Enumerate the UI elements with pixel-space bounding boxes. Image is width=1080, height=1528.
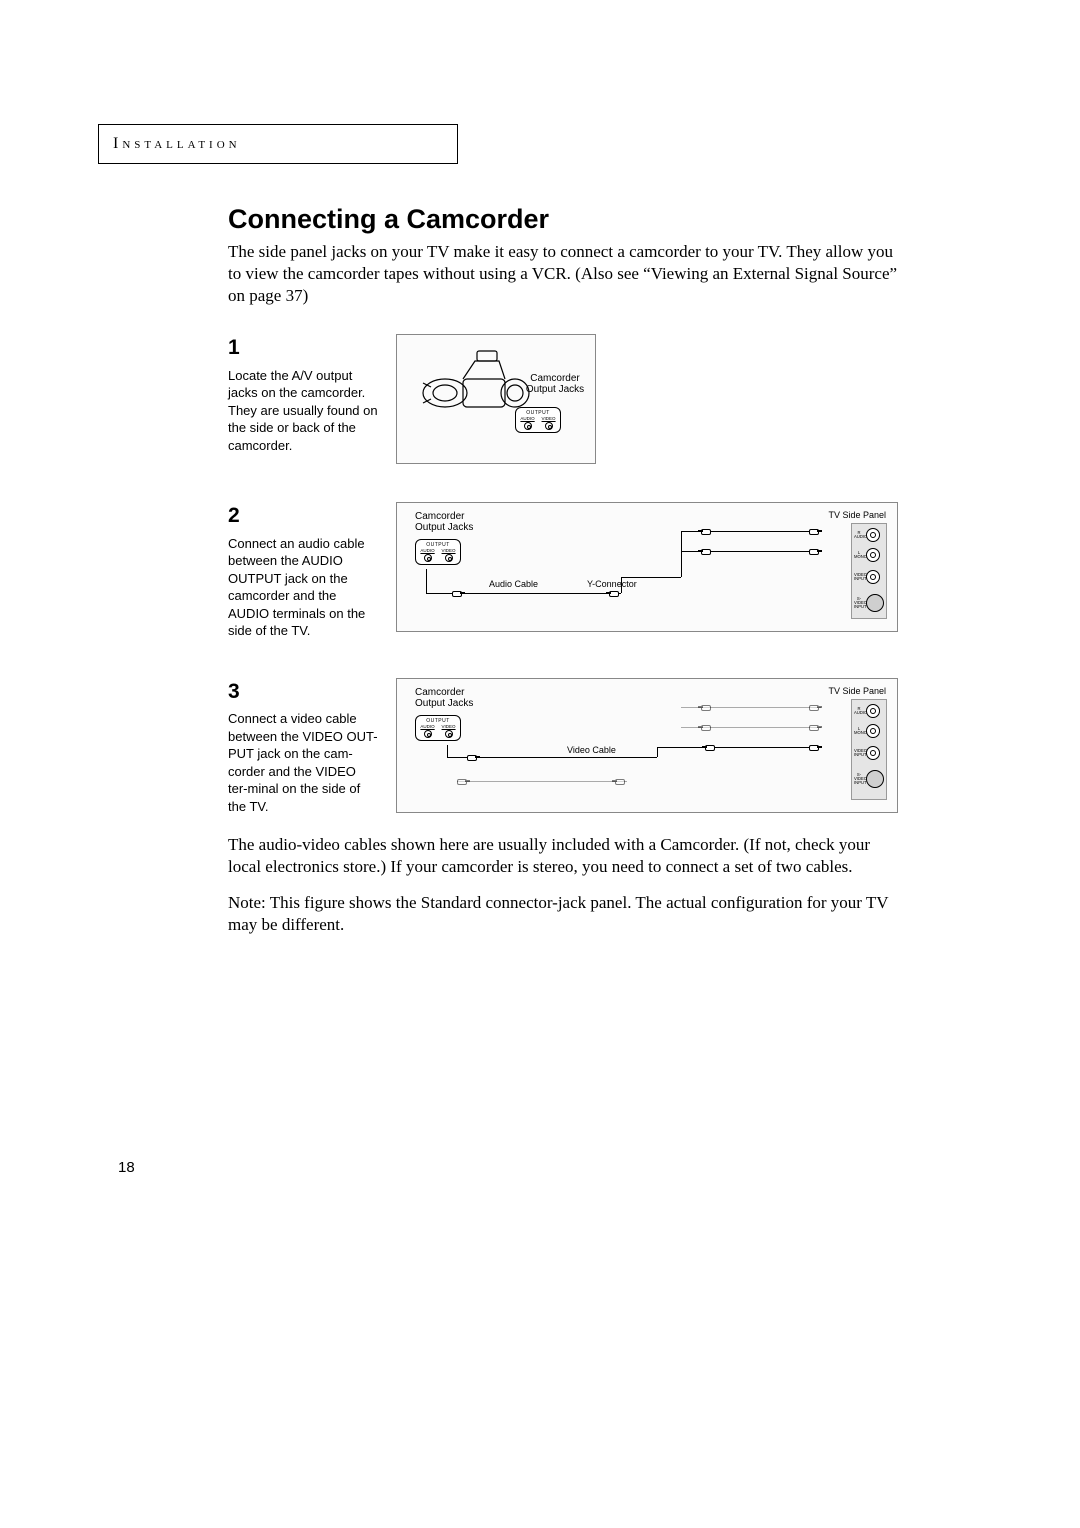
plug-icon [467, 754, 481, 760]
rca-port-icon [866, 548, 880, 562]
svideo-port-icon [866, 770, 884, 788]
step-1-text-col: 1 Locate the A/V output jacks on the cam… [228, 334, 378, 464]
step-3-number: 3 [228, 678, 378, 706]
step-2-number: 2 [228, 502, 378, 530]
plug-icon [809, 704, 823, 710]
plug-icon [697, 724, 711, 730]
plug-icon [452, 590, 466, 596]
plug-icon [697, 704, 711, 710]
svideo-port-icon [866, 594, 884, 612]
tv-port-label: L MONO [854, 551, 864, 559]
rca-port-icon [866, 528, 880, 542]
step-3-jack-box: OUTPUT AUDIOVIDEO [415, 715, 461, 741]
step-1-number: 1 [228, 334, 378, 362]
manual-page: Installation Connecting a Camcorder The … [0, 0, 1080, 1528]
step-1-diagram: Camcorder Output Jacks OUTPUT AUDIOVIDEO [396, 334, 596, 464]
note-paragraph: Note: This figure shows the Standard con… [228, 892, 898, 936]
step-1-instruction: Locate the A/V output jacks on the camco… [228, 367, 378, 455]
step-2-instruction: Connect an audio cable between the AUDIO… [228, 535, 378, 640]
step-3-text-col: 3 Connect a video cable between the VIDE… [228, 678, 378, 816]
step-2: 2 Connect an audio cable between the AUD… [228, 502, 898, 640]
audio-cable-label: Audio Cable [489, 579, 538, 589]
rca-port-icon [866, 570, 880, 584]
rca-port-icon [866, 724, 880, 738]
step-3-diagram: Camcorder Output Jacks OUTPUT AUDIOVIDEO… [396, 678, 898, 813]
section-header: Installation [113, 135, 241, 153]
video-port-icon [545, 422, 553, 430]
tv-port-label: S-VIDEO INPUT [854, 597, 864, 610]
plug-icon [611, 778, 625, 784]
page-number: 18 [118, 1159, 135, 1176]
audio-port-icon [524, 422, 532, 430]
step-2-text-col: 2 Connect an audio cable between the AUD… [228, 502, 378, 640]
plug-icon [809, 548, 823, 554]
tv-port-label: S-VIDEO INPUT [854, 773, 864, 786]
tv-port-label: R AUDIO [854, 707, 864, 715]
section-header-box: Installation [98, 124, 458, 164]
step-1-jack-box: OUTPUT AUDIOVIDEO [515, 407, 561, 433]
plug-icon [605, 590, 619, 596]
rca-port-icon [866, 746, 880, 760]
step-3-left-label: Camcorder Output Jacks [415, 687, 473, 709]
video-port-icon [445, 730, 453, 738]
step-2-jack-box: OUTPUT AUDIOVIDEO [415, 539, 461, 565]
step-1-jacks-label: Camcorder Output Jacks [525, 373, 585, 395]
video-cable-label: Video Cable [567, 745, 616, 755]
plug-icon [701, 744, 715, 750]
audio-port-icon [424, 554, 432, 562]
plug-icon [809, 528, 823, 534]
content-column: Connecting a Camcorder The side panel ja… [228, 204, 898, 936]
plug-icon [809, 724, 823, 730]
plug-icon [697, 548, 711, 554]
tv-port-label: L MONO [854, 727, 864, 735]
after-paragraph: The audio-video cables shown here are us… [228, 834, 898, 878]
step-2-diagram: Camcorder Output Jacks OUTPUT AUDIOVIDEO… [396, 502, 898, 632]
step-3-instruction: Connect a video cable between the VIDEO … [228, 710, 378, 815]
tv-port-label: VIDEO INPUT [854, 749, 864, 757]
plug-icon [697, 528, 711, 534]
step-2-tv-panel: TV Side Panel R AUDIO L MONO VIDEO INPUT… [851, 523, 887, 619]
intro-paragraph: The side panel jacks on your TV make it … [228, 241, 898, 306]
y-connector-label: Y-Connector [587, 579, 637, 589]
step-3: 3 Connect a video cable between the VIDE… [228, 678, 898, 816]
rca-port-icon [866, 704, 880, 718]
video-port-icon [445, 554, 453, 562]
tv-port-label: VIDEO INPUT [854, 573, 864, 581]
step-1: 1 Locate the A/V output jacks on the cam… [228, 334, 898, 464]
tv-port-label: R AUDIO [854, 531, 864, 539]
plug-icon [809, 744, 823, 750]
plug-icon [457, 778, 471, 784]
audio-port-icon [424, 730, 432, 738]
page-title: Connecting a Camcorder [228, 204, 898, 235]
step-3-tv-panel: TV Side Panel R AUDIO L MONO VIDEO INPUT… [851, 699, 887, 800]
step-2-left-label: Camcorder Output Jacks [415, 511, 473, 533]
